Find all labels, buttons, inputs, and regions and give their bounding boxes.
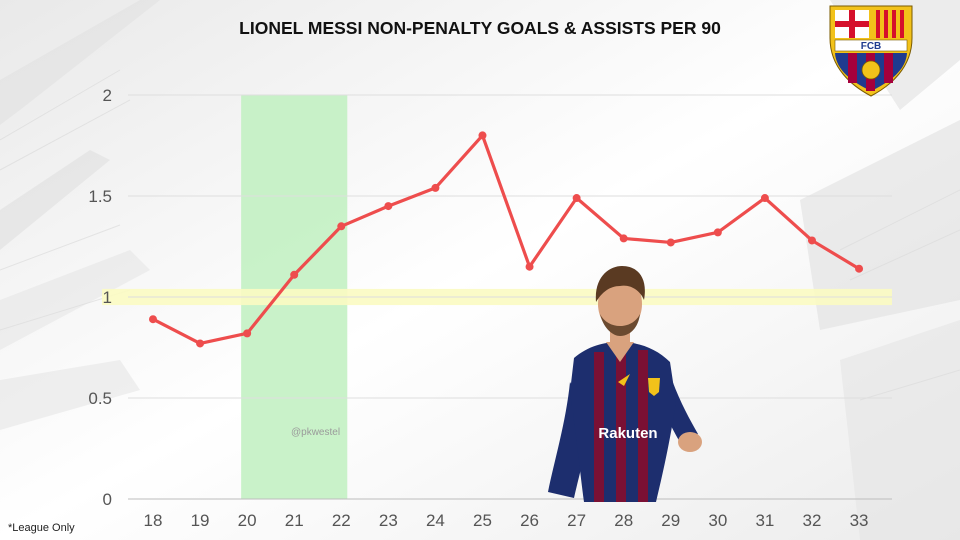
x-tick-label: 33 <box>850 511 869 530</box>
series-line <box>151 133 861 346</box>
data-point <box>713 228 722 237</box>
y-tick-label: 1 <box>103 288 112 307</box>
x-tick-label: 21 <box>285 511 304 530</box>
x-tick-label: 22 <box>332 511 351 530</box>
x-tick-label: 29 <box>661 511 680 530</box>
data-point <box>619 234 628 243</box>
data-point <box>666 238 675 247</box>
player-photo-icon: Rakuten <box>548 266 702 502</box>
x-tick-label: 18 <box>144 511 163 530</box>
x-tick-label: 23 <box>379 511 398 530</box>
data-point <box>478 131 487 140</box>
crest-label: FCB <box>861 41 882 52</box>
data-point <box>196 339 205 348</box>
sponsor-text: Rakuten <box>598 425 657 442</box>
data-point <box>149 315 157 324</box>
data-point <box>290 270 299 279</box>
x-tick-label: 24 <box>426 511 445 530</box>
x-tick-label: 28 <box>614 511 633 530</box>
x-tick-label: 32 <box>803 511 822 530</box>
footnote: *League Only <box>8 522 75 534</box>
x-tick-label: 25 <box>473 511 492 530</box>
data-point <box>572 194 581 203</box>
data-point <box>384 202 393 211</box>
x-tick-label: 20 <box>238 511 257 530</box>
y-tick-label: 1.5 <box>88 187 112 206</box>
y-tick-label: 0.5 <box>88 389 112 408</box>
x-tick-label: 26 <box>520 511 539 530</box>
data-point <box>337 222 346 231</box>
y-tick-label: 2 <box>103 86 112 105</box>
x-tick-label: 19 <box>191 511 210 530</box>
data-point <box>807 236 816 245</box>
chart-title: LIONEL MESSI NON-PENALTY GOALS & ASSISTS… <box>239 18 721 38</box>
x-tick-label: 30 <box>708 511 727 530</box>
watermark: @pkwestel <box>291 427 341 438</box>
data-point <box>525 262 534 271</box>
y-tick-label: 0 <box>103 490 112 509</box>
data-point <box>243 329 252 338</box>
data-point <box>855 264 864 273</box>
x-tick-label: 31 <box>755 511 774 530</box>
fc-barcelona-crest-icon: FCB <box>829 5 913 97</box>
x-tick-label: 27 <box>567 511 586 530</box>
data-point <box>431 183 440 192</box>
data-point <box>760 194 769 203</box>
